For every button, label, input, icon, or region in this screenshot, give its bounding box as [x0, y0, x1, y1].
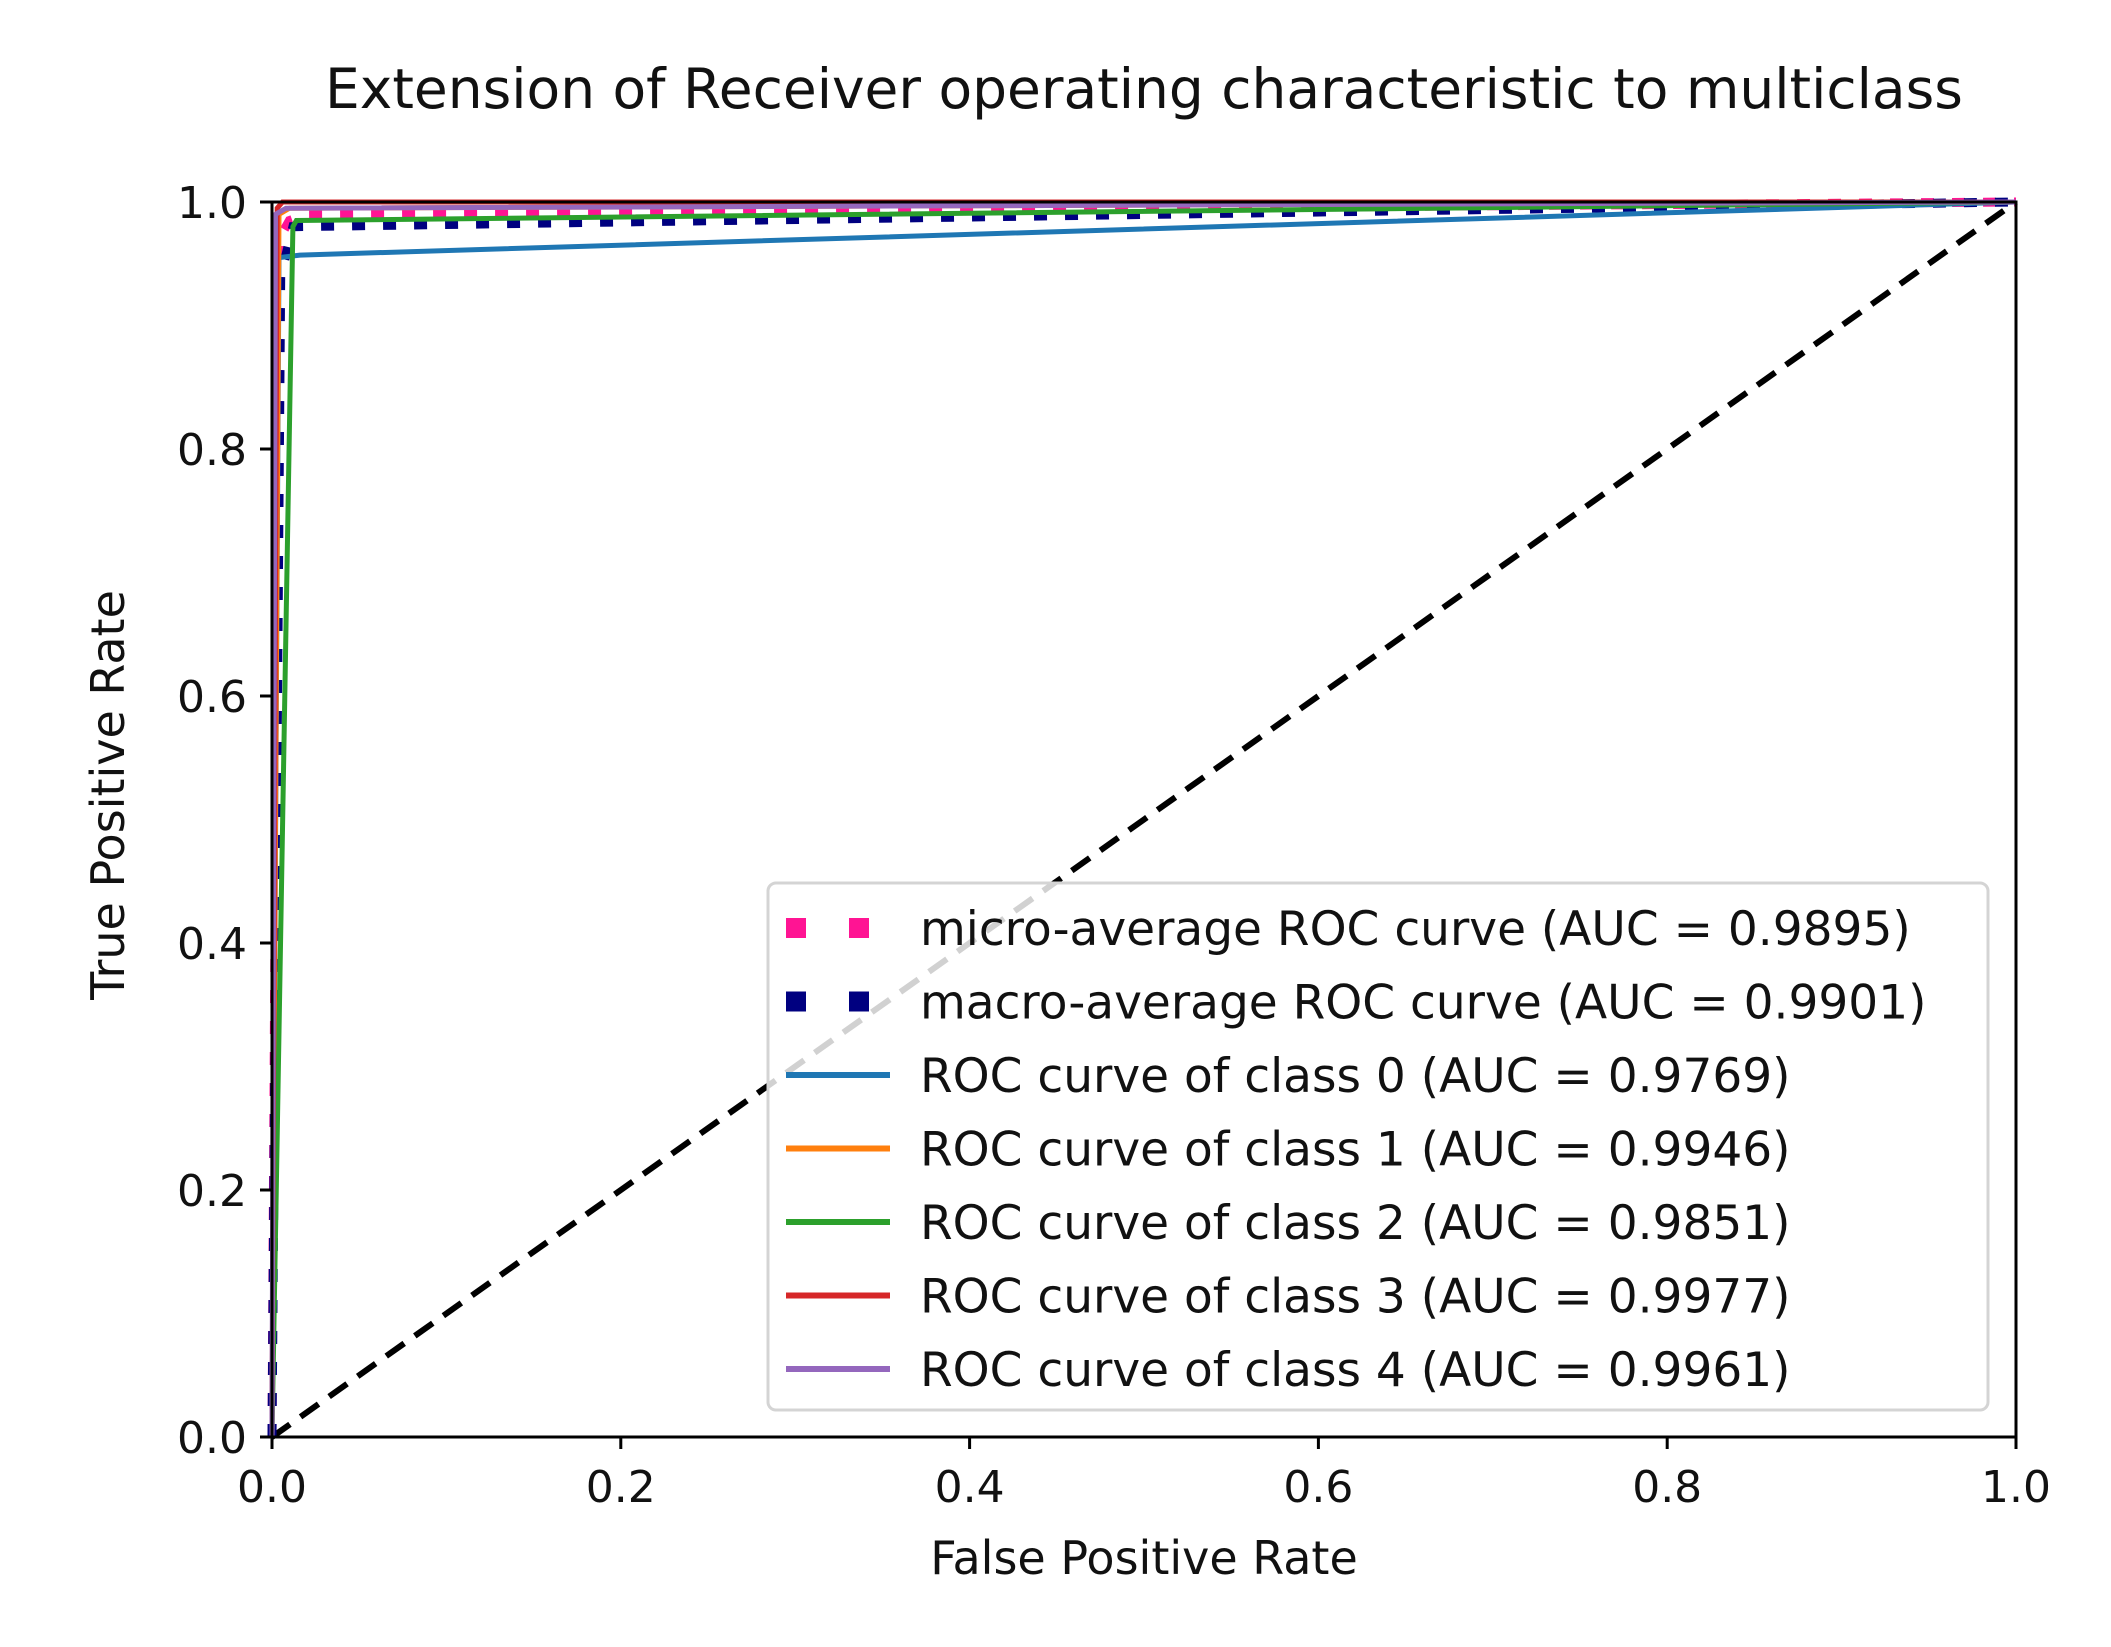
legend-label-0: micro-average ROC curve (AUC = 0.9895) [920, 902, 1911, 957]
legend-box [766, 881, 1990, 1412]
y-tick-label: 1.0 [177, 178, 247, 229]
x-axis-ticks: 0.0 0.2 0.4 0.6 0.8 1.0 [237, 1437, 2051, 1513]
legend: micro-average ROC curve (AUC = 0.9895) ma… [766, 881, 1990, 1412]
y-tick-label: 0.0 [177, 1413, 247, 1464]
x-tick-label: 1.0 [1981, 1462, 2051, 1513]
legend-label-1: macro-average ROC curve (AUC = 0.9901) [920, 976, 1926, 1031]
y-tick-label: 0.2 [177, 1166, 247, 1217]
x-tick-label: 0.8 [1632, 1462, 1702, 1513]
reference-diagonal-line [270, 199, 2018, 1440]
y-tick-label: 0.8 [177, 425, 247, 476]
series-line-4 [269, 199, 2017, 1438]
x-tick-label: 0.0 [237, 1462, 307, 1513]
x-tick-label: 0.6 [1283, 1462, 1353, 1513]
chart-title: Extension of Receiver operating characte… [325, 57, 1963, 121]
reference-layer [270, 199, 2018, 1440]
y-tick-label: 0.6 [177, 672, 247, 723]
y-tick-label: 0.4 [177, 919, 247, 970]
x-tick-label: 0.4 [935, 1462, 1005, 1513]
legend-label-5: ROC curve of class 3 (AUC = 0.9977) [920, 1270, 1791, 1325]
y-axis-label: True Positive Rate [81, 590, 135, 1001]
legend-label-2: ROC curve of class 0 (AUC = 0.9769) [920, 1049, 1791, 1104]
axes-frame [270, 200, 2018, 1439]
y-axis-ticks: 0.0 0.2 0.4 0.6 0.8 1.0 [177, 178, 272, 1464]
legend-label-6: ROC curve of class 4 (AUC = 0.9961) [920, 1343, 1791, 1398]
x-tick-label: 0.2 [586, 1462, 656, 1513]
series-line-6 [269, 199, 2017, 1438]
legend-label-3: ROC curve of class 1 (AUC = 0.9946) [920, 1123, 1791, 1178]
series-line-0 [267, 197, 2017, 1438]
series-line-1 [267, 197, 2017, 1438]
legend-label-4: ROC curve of class 2 (AUC = 0.9851) [920, 1196, 1791, 1251]
x-axis-label: False Positive Rate [930, 1531, 1358, 1585]
